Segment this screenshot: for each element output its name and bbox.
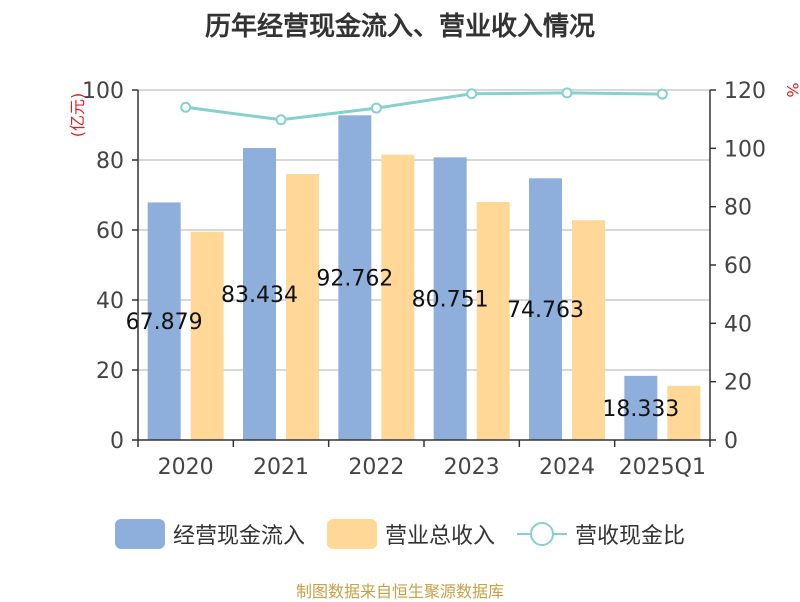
- data-label: 18.333: [602, 397, 679, 422]
- x-tick-label: 2021: [253, 455, 309, 480]
- bar-revenue: [381, 154, 415, 440]
- bar-cash-inflow: [147, 202, 181, 440]
- y-left-tick-label: 100: [82, 79, 124, 104]
- data-label: 92.762: [316, 267, 393, 292]
- y-left-tick-label: 80: [96, 149, 124, 174]
- bar-cash-inflow: [243, 147, 276, 440]
- chart-title: 历年经营现金流入、营业收入情况: [204, 12, 595, 42]
- y-right-tick-label: 0: [724, 429, 738, 454]
- legend-item-cash-ratio[interactable]: 营收现金比: [517, 518, 685, 550]
- y-right-tick-label: 20: [724, 371, 752, 396]
- y-left-tick-label: 60: [96, 219, 124, 244]
- legend-label-cash-inflow: 经营现金流入: [172, 524, 305, 549]
- bar-cash-inflow: [433, 157, 467, 440]
- y-left-unit: (亿元): [68, 93, 87, 138]
- legend-item-revenue[interactable]: 营业总收入: [326, 518, 495, 550]
- legend-swatch-revenue: [326, 519, 377, 549]
- data-label: 67.879: [126, 310, 203, 335]
- y-right-tick-label: 60: [724, 254, 752, 279]
- legend-swatch-cash-inflow: [114, 519, 165, 549]
- source-note: 制图数据来自恒生聚源数据库: [295, 582, 504, 601]
- y-right-tick-label: 120: [724, 79, 766, 104]
- bar-revenue: [190, 231, 224, 440]
- point-cash-ratio: [561, 87, 573, 99]
- line-cash-ratio: [185, 91, 663, 122]
- x-tick-label: 2025Q1: [619, 455, 706, 480]
- data-label: 80.751: [412, 288, 489, 313]
- legend-swatch-cash-ratio: [517, 519, 567, 549]
- bar-cash-inflow: [529, 178, 562, 440]
- y-left-tick-label: 20: [96, 359, 124, 384]
- point-cash-ratio: [656, 88, 668, 100]
- bar-revenue: [286, 174, 319, 440]
- x-tick-label: 2023: [444, 455, 500, 480]
- point-cash-ratio: [370, 102, 382, 114]
- legend-label-revenue: 营业总收入: [384, 524, 495, 549]
- x-tick-label: 2020: [158, 455, 214, 480]
- point-cash-ratio: [466, 88, 478, 100]
- point-cash-ratio: [275, 114, 287, 126]
- data-label: 83.434: [221, 283, 298, 308]
- y-right-tick-label: 40: [724, 312, 752, 337]
- bar-cash-inflow: [624, 375, 658, 440]
- legend-item-cash-inflow[interactable]: 经营现金流入: [114, 518, 305, 550]
- bar-revenue: [667, 385, 701, 440]
- y-left-tick-label: 40: [96, 289, 124, 314]
- x-tick-label: 2022: [348, 455, 404, 480]
- bar-cash-inflow: [338, 115, 372, 440]
- legend-label-cash-ratio: 营收现金比: [575, 524, 686, 549]
- y-right-unit: %: [783, 82, 800, 97]
- bar-revenue: [476, 202, 510, 440]
- legend: 经营现金流入 营业总收入 营收现金比: [0, 514, 800, 554]
- y-left-tick-label: 0: [110, 429, 124, 454]
- point-cash-ratio: [180, 101, 192, 113]
- x-tick-label: 2024: [539, 455, 595, 480]
- data-label: 74.763: [507, 298, 584, 323]
- bar-revenue: [572, 220, 605, 440]
- y-right-tick-label: 80: [724, 196, 752, 221]
- y-right-tick-label: 100: [724, 137, 766, 162]
